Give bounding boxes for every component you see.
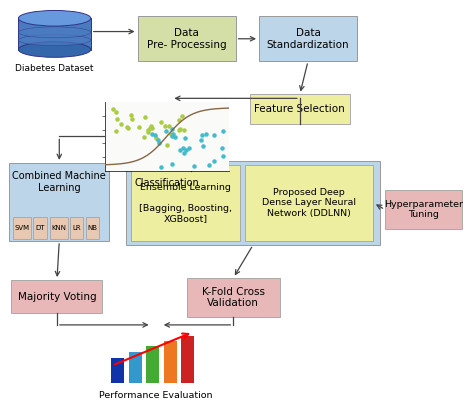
FancyBboxPatch shape	[11, 280, 102, 313]
Text: K-Fold Cross
Validation: K-Fold Cross Validation	[202, 287, 265, 308]
FancyBboxPatch shape	[86, 217, 99, 239]
Text: LR: LR	[73, 225, 81, 231]
Ellipse shape	[18, 42, 91, 57]
Text: Combined Machine
Learning: Combined Machine Learning	[12, 171, 106, 193]
Ellipse shape	[18, 27, 91, 38]
Text: Diabetes Dataset: Diabetes Dataset	[15, 65, 94, 73]
Text: NB: NB	[87, 225, 97, 231]
Text: SVM: SVM	[14, 225, 29, 231]
FancyBboxPatch shape	[250, 95, 350, 124]
Text: Data
Pre- Processing: Data Pre- Processing	[147, 28, 227, 50]
Text: Ensemble Learning

[Bagging, Boosting,
XGBoost]: Ensemble Learning [Bagging, Boosting, XG…	[139, 183, 232, 223]
FancyBboxPatch shape	[130, 165, 240, 241]
Text: Feature Selection: Feature Selection	[255, 104, 345, 114]
Ellipse shape	[18, 10, 91, 26]
Text: Classification: Classification	[134, 178, 199, 188]
Text: Performance Evaluation: Performance Evaluation	[100, 391, 213, 400]
FancyBboxPatch shape	[245, 165, 374, 241]
FancyBboxPatch shape	[33, 217, 47, 239]
FancyBboxPatch shape	[137, 16, 236, 61]
Text: Majority Voting: Majority Voting	[18, 292, 96, 302]
Text: Hyperparameter
Tuning: Hyperparameter Tuning	[384, 200, 463, 219]
FancyBboxPatch shape	[50, 217, 68, 239]
FancyBboxPatch shape	[187, 278, 280, 317]
FancyBboxPatch shape	[70, 217, 83, 239]
Text: DT: DT	[36, 225, 45, 231]
FancyBboxPatch shape	[385, 190, 462, 229]
Text: Proposed Deep
Dense Layer Neural
Network (DDLNN): Proposed Deep Dense Layer Neural Network…	[262, 188, 356, 218]
FancyBboxPatch shape	[259, 16, 357, 61]
Text: Data
Standardization: Data Standardization	[267, 28, 349, 50]
FancyBboxPatch shape	[126, 161, 380, 245]
FancyBboxPatch shape	[13, 217, 30, 239]
FancyBboxPatch shape	[9, 163, 109, 241]
Bar	[18, 18, 91, 49]
Ellipse shape	[18, 34, 91, 46]
Text: KNN: KNN	[52, 225, 66, 231]
